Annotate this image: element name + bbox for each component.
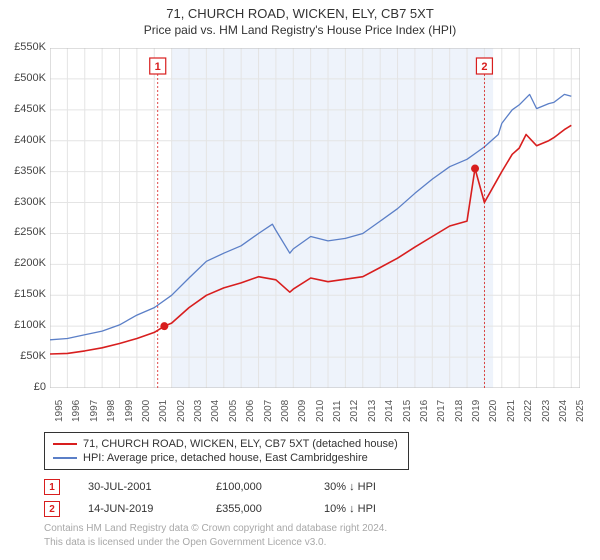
y-tick-label: £450K [2,103,46,115]
svg-text:2: 2 [481,61,487,73]
x-tick-label: 1999 [124,400,135,422]
x-tick-label: 2016 [419,400,430,422]
chart-subtitle: Price paid vs. HM Land Registry's House … [0,23,600,37]
svg-text:1: 1 [155,61,161,73]
x-tick-label: 2001 [158,400,169,422]
chart-svg: 12 [50,48,580,388]
chart-title: 71, CHURCH ROAD, WICKEN, ELY, CB7 5XT [0,6,600,21]
title-block: 71, CHURCH ROAD, WICKEN, ELY, CB7 5XT Pr… [0,0,600,37]
y-tick-label: £100K [2,319,46,331]
x-tick-label: 1995 [54,400,65,422]
x-tick-label: 2023 [541,400,552,422]
y-tick-label: £550K [2,41,46,53]
transaction-price: £100,000 [216,481,296,493]
chart-container: 71, CHURCH ROAD, WICKEN, ELY, CB7 5XT Pr… [0,0,600,560]
transactions-block: 1 30-JUL-2001 £100,000 30% ↓ HPI 2 14-JUN-201… [44,476,404,520]
transaction-diff: 10% ↓ HPI [324,503,404,515]
x-axis-labels: 1995 1996 1997 1998 1999 2000 2001 2002 2003 2004… [50,392,580,432]
footer-line-2: This data is licensed under the Open Gov… [44,536,387,550]
x-tick-label: 1997 [89,400,100,422]
y-tick-label: £50K [2,350,46,362]
x-tick-label: 2010 [315,400,326,422]
transaction-row: 1 30-JUL-2001 £100,000 30% ↓ HPI [44,476,404,498]
x-tick-label: 2005 [228,400,239,422]
y-tick-label: £250K [2,226,46,238]
y-tick-label: £350K [2,165,46,177]
x-tick-label: 1998 [106,400,117,422]
y-tick-label: £200K [2,257,46,269]
x-tick-label: 2015 [402,400,413,422]
x-tick-label: 2002 [176,400,187,422]
x-tick-label: 2011 [332,400,343,422]
x-tick-label: 2003 [193,400,204,422]
x-tick-label: 2019 [471,400,482,422]
legend-swatch [53,443,77,445]
y-tick-label: £0 [2,381,46,393]
legend-label: 71, CHURCH ROAD, WICKEN, ELY, CB7 5XT (d… [83,438,398,450]
x-tick-label: 2009 [297,400,308,422]
legend-box: 71, CHURCH ROAD, WICKEN, ELY, CB7 5XT (d… [44,432,409,470]
x-tick-label: 2022 [523,400,534,422]
transaction-marker: 1 [44,479,60,495]
legend-label: HPI: Average price, detached house, East… [83,452,368,464]
y-tick-label: £150K [2,288,46,300]
transaction-row: 2 14-JUN-2019 £355,000 10% ↓ HPI [44,498,404,520]
y-tick-label: £300K [2,196,46,208]
x-tick-label: 2008 [280,400,291,422]
transaction-diff: 30% ↓ HPI [324,481,404,493]
x-tick-label: 2013 [367,400,378,422]
x-tick-label: 2006 [245,400,256,422]
transaction-date: 30-JUL-2001 [88,481,188,493]
chart-plot-area: 12 [50,48,580,388]
y-tick-label: £500K [2,72,46,84]
legend-item: HPI: Average price, detached house, East… [53,451,398,465]
x-tick-label: 2018 [454,400,465,422]
x-tick-label: 2014 [384,400,395,422]
legend-item: 71, CHURCH ROAD, WICKEN, ELY, CB7 5XT (d… [53,437,398,451]
x-tick-label: 2017 [436,400,447,422]
x-tick-label: 2025 [575,400,586,422]
x-tick-label: 2021 [506,400,517,422]
transaction-price: £355,000 [216,503,296,515]
footer: Contains HM Land Registry data © Crown c… [44,522,387,549]
transaction-marker: 2 [44,501,60,517]
x-tick-label: 2012 [349,400,360,422]
y-tick-label: £400K [2,134,46,146]
x-tick-label: 2007 [263,400,274,422]
x-tick-label: 2000 [141,400,152,422]
x-tick-label: 2004 [210,400,221,422]
footer-line-1: Contains HM Land Registry data © Crown c… [44,522,387,536]
x-tick-label: 2020 [488,400,499,422]
transaction-date: 14-JUN-2019 [88,503,188,515]
x-tick-label: 2024 [558,400,569,422]
legend-swatch [53,457,77,459]
x-tick-label: 1996 [71,400,82,422]
